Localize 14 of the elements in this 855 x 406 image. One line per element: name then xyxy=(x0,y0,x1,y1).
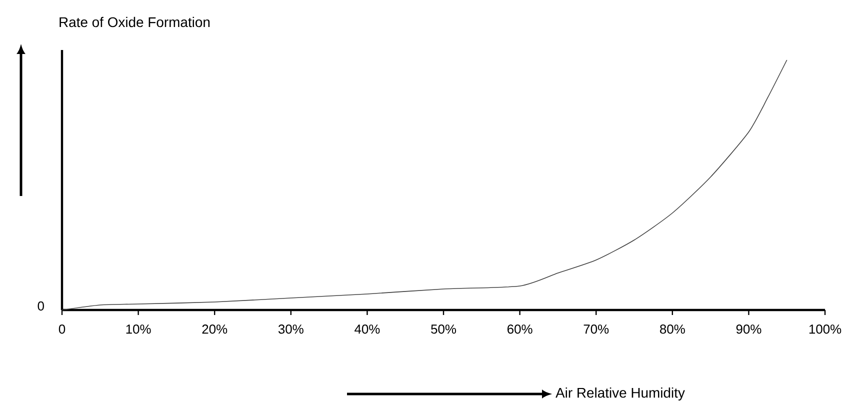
x-axis-title: Air Relative Humidity xyxy=(556,387,685,400)
x-tick-label: 10% xyxy=(126,324,151,334)
text: 0 xyxy=(38,301,44,311)
x-tick-label: 50% xyxy=(431,324,456,334)
y-axis-title: Rate of Oxide Formation xyxy=(60,16,210,28)
x-tick-label: 20% xyxy=(202,324,228,334)
x-tick-label: 100% xyxy=(809,324,842,334)
x-tick-label: 60% xyxy=(508,324,532,334)
x-tick-label: 0 xyxy=(58,324,66,334)
x-tick-label: 70% xyxy=(584,324,609,334)
x-tick-label: 30% xyxy=(278,324,304,334)
x-tick-label: 40% xyxy=(354,324,380,334)
x-tick-label: 80% xyxy=(660,324,685,334)
x-tick-label: 90% xyxy=(736,324,762,334)
